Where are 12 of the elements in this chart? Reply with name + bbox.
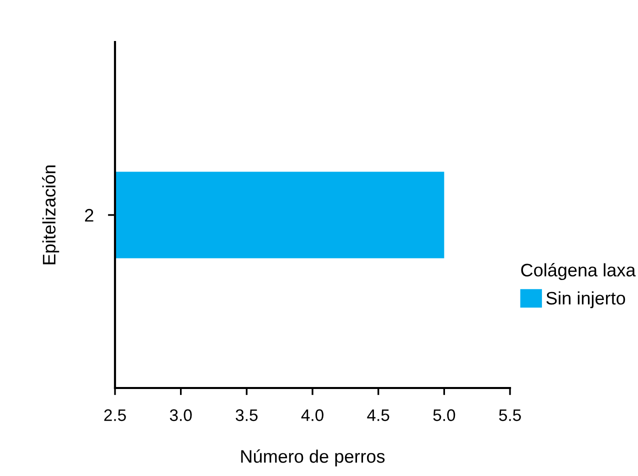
y-tick-label: 2 — [85, 208, 94, 222]
x-tick-label: 2.5 — [104, 409, 126, 422]
legend-label: Sin injerto — [546, 291, 626, 308]
x-axis-title: Número de perros — [241, 449, 385, 466]
y-axis-title: Epitelización — [42, 165, 60, 264]
x-tick-label: 5.5 — [499, 409, 521, 422]
x-tick-label: 5.0 — [433, 409, 456, 422]
x-tick-label: 3.5 — [236, 409, 258, 422]
legend-title: Colágena laxa — [521, 263, 636, 280]
x-tick-label: 4.0 — [301, 409, 324, 422]
x-tick-label: 3.0 — [170, 409, 192, 422]
x-tick-label: 4.5 — [367, 409, 390, 422]
